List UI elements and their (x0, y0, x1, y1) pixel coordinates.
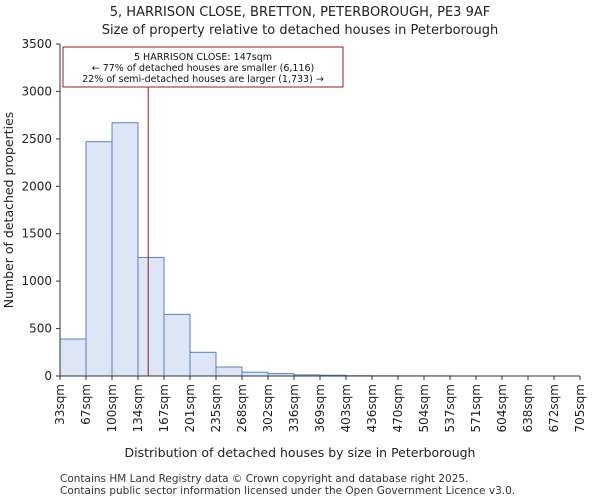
x-tick-label: 235sqm (209, 384, 223, 432)
y-tick-label: 0 (44, 369, 52, 383)
x-tick-label: 201sqm (183, 384, 197, 432)
annotation-line-2: ← 77% of detached houses are smaller (6,… (92, 63, 315, 74)
x-tick-label: 537sqm (443, 384, 457, 432)
x-tick-label: 100sqm (105, 384, 119, 432)
chart-title: 5, HARRISON CLOSE, BRETTON, PETERBOROUGH… (110, 5, 490, 20)
x-tick-label: 436sqm (365, 384, 379, 432)
x-tick-label: 604sqm (495, 384, 509, 432)
x-tick-label: 336sqm (287, 384, 301, 432)
x-tick-label: 571sqm (469, 384, 483, 432)
footer-line-2: Contains public sector information licen… (60, 485, 515, 497)
x-tick-label: 672sqm (547, 384, 561, 432)
x-axis-ticks: 33sqm 67sqm 100sqm 134sqm 167sqm 201sqm 235sqm… (53, 376, 587, 432)
x-tick-label: 167sqm (157, 384, 171, 432)
y-tick-label: 500 (29, 322, 52, 336)
y-tick-label: 3500 (21, 37, 52, 51)
x-tick-label: 638sqm (521, 384, 535, 432)
footer-line-1: Contains HM Land Registry data © Crown c… (60, 473, 468, 485)
annotation-box: 5 HARRISON CLOSE: 147sqm ← 77% of detach… (62, 46, 344, 88)
y-tick-label: 1000 (21, 274, 52, 288)
annotation-box-frame (62, 46, 344, 88)
annotation-line-3: 22% of semi-detached houses are larger (… (82, 74, 324, 85)
y-tick-label: 2000 (21, 179, 52, 193)
bar-167sqm (163, 313, 191, 377)
x-tick-label: 504sqm (417, 384, 431, 432)
x-tick-label: 369sqm (313, 384, 327, 432)
x-axis-label: Distribution of detached houses by size … (125, 445, 476, 460)
x-tick-label: 470sqm (391, 384, 405, 432)
x-tick-label: 403sqm (339, 384, 353, 432)
x-tick-label: 134sqm (131, 384, 145, 432)
bar-268sqm (241, 371, 269, 377)
bar-134sqm (137, 256, 165, 377)
y-axis-label: Number of detached properties (1, 112, 16, 309)
x-tick-label: 268sqm (235, 384, 249, 432)
x-tick-label: 302sqm (261, 384, 275, 432)
chart-subtitle: Size of property relative to detached ho… (102, 23, 499, 38)
y-tick-label: 1500 (21, 227, 52, 241)
bar-100sqm (111, 122, 139, 377)
bar-33sqm (59, 338, 87, 377)
bar-67sqm (85, 141, 113, 377)
bar-235sqm (215, 366, 243, 377)
bars-group (59, 122, 451, 377)
x-tick-label: 705sqm (573, 384, 587, 432)
y-tick-label: 3000 (21, 84, 52, 98)
y-tick-label: 2500 (21, 132, 52, 146)
bar-201sqm (189, 351, 217, 377)
y-axis-ticks: 0 500 1000 1500 2000 2500 3000 3500 (21, 37, 60, 383)
x-tick-label: 33sqm (53, 384, 67, 425)
x-tick-label: 67sqm (79, 384, 93, 425)
annotation-line-1: 5 HARRISON CLOSE: 147sqm (134, 52, 272, 63)
